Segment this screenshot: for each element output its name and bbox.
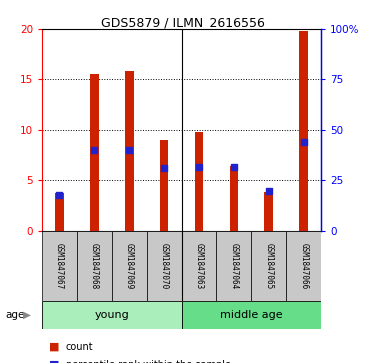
Text: young: young: [95, 310, 129, 320]
Text: ■: ■: [49, 342, 60, 352]
Text: GSM1847065: GSM1847065: [264, 243, 273, 289]
Text: GSM1847069: GSM1847069: [125, 243, 134, 289]
Text: GSM1847070: GSM1847070: [160, 243, 169, 289]
Text: GSM1847063: GSM1847063: [195, 243, 204, 289]
Text: GSM1847068: GSM1847068: [90, 243, 99, 289]
Bar: [299, 31, 308, 231]
Text: middle age: middle age: [220, 310, 283, 320]
Text: GDS5879 / ILMN_2616556: GDS5879 / ILMN_2616556: [101, 16, 264, 29]
Bar: [230, 166, 238, 231]
Text: GSM1847066: GSM1847066: [299, 243, 308, 289]
Bar: [181, 231, 216, 301]
Bar: [147, 231, 181, 301]
Bar: [195, 132, 203, 231]
Point: [301, 139, 307, 145]
Bar: [55, 193, 64, 231]
Bar: [160, 140, 169, 231]
Point: [161, 165, 167, 171]
Bar: [216, 231, 251, 301]
Point: [57, 192, 62, 198]
Point: [266, 188, 272, 194]
Text: percentile rank within the sample: percentile rank within the sample: [66, 360, 231, 363]
Bar: [181, 301, 321, 329]
Bar: [251, 231, 286, 301]
Bar: [286, 231, 321, 301]
Bar: [77, 231, 112, 301]
Text: count: count: [66, 342, 93, 352]
Point: [231, 164, 237, 170]
Point: [91, 147, 97, 153]
Text: GSM1847067: GSM1847067: [55, 243, 64, 289]
Text: GSM1847064: GSM1847064: [230, 243, 238, 289]
Point: [126, 147, 132, 153]
Bar: [42, 301, 181, 329]
Text: ■: ■: [49, 360, 60, 363]
Bar: [42, 231, 77, 301]
Bar: [90, 74, 99, 231]
Text: age: age: [5, 310, 25, 320]
Bar: [125, 72, 134, 231]
Point: [196, 164, 202, 170]
Bar: [112, 231, 147, 301]
Bar: [265, 192, 273, 231]
Text: ▶: ▶: [23, 310, 31, 320]
